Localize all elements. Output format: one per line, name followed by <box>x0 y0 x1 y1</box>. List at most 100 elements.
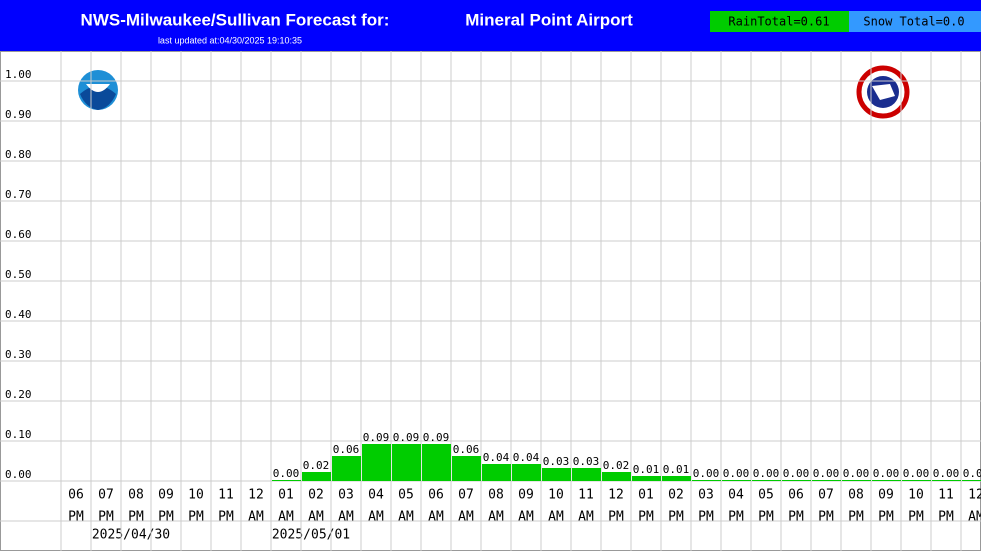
x-tick-period: PM <box>158 510 174 525</box>
x-tick-period: PM <box>938 510 954 525</box>
x-tick-label: 10 <box>548 488 564 503</box>
x-tick-period: PM <box>698 510 714 525</box>
value-label: 0.02 <box>303 459 330 472</box>
bar <box>452 456 481 481</box>
x-tick-label: 11 <box>938 488 954 503</box>
value-label: 0.04 <box>483 451 510 464</box>
bar <box>392 444 421 481</box>
nws-logo <box>856 65 910 119</box>
bar <box>542 468 571 481</box>
x-tick-label: 09 <box>878 488 894 503</box>
value-label: 0.03 <box>543 455 570 468</box>
x-tick-period: AM <box>968 510 981 525</box>
y-tick-label: 0.00 <box>5 468 32 481</box>
y-tick-label: 0.70 <box>5 188 32 201</box>
subtitle: last updated at:04/30/2025 19:10:35 <box>158 35 302 45</box>
bar <box>752 480 781 481</box>
x-tick-period: PM <box>98 510 114 525</box>
bar <box>482 464 511 481</box>
value-label: 0.00 <box>723 467 750 480</box>
y-tick-label: 0.30 <box>5 348 32 361</box>
x-tick-period: PM <box>188 510 204 525</box>
y-tick-label: 1.00 <box>5 68 32 81</box>
x-tick-label: 08 <box>848 488 864 503</box>
snow-total-box <box>849 11 981 32</box>
x-tick-period: PM <box>608 510 624 525</box>
x-tick-label: 06 <box>788 488 804 503</box>
value-label: 0.00 <box>843 467 870 480</box>
value-label: 0.00 <box>273 467 300 480</box>
value-label: 0.00 <box>933 467 960 480</box>
x-tick-period: AM <box>518 510 534 525</box>
value-label: 0.09 <box>423 431 450 444</box>
rain-total-box <box>710 11 849 32</box>
x-tick-period: PM <box>908 510 924 525</box>
bar <box>722 480 751 481</box>
x-tick-period: PM <box>728 510 744 525</box>
value-label: 0.06 <box>333 443 360 456</box>
x-tick-label: 08 <box>128 488 144 503</box>
x-tick-label: 03 <box>338 488 354 503</box>
value-label: 0.00 <box>813 467 840 480</box>
x-tick-label: 05 <box>758 488 774 503</box>
x-tick-period: PM <box>638 510 654 525</box>
x-tick-period: AM <box>248 510 264 525</box>
x-tick-label: 12 <box>248 488 264 503</box>
x-tick-period: AM <box>398 510 414 525</box>
bar <box>632 476 661 481</box>
value-label: 0.00 <box>783 467 810 480</box>
x-tick-label: 10 <box>188 488 204 503</box>
bar <box>302 472 331 481</box>
value-label: 0.02 <box>603 459 630 472</box>
bar <box>512 464 541 481</box>
x-tick-label: 08 <box>488 488 504 503</box>
value-label: 0.03 <box>573 455 600 468</box>
x-tick-period: PM <box>788 510 804 525</box>
noaa-logo <box>78 70 118 110</box>
x-tick-period: AM <box>428 510 444 525</box>
x-tick-period: AM <box>458 510 474 525</box>
bar <box>782 480 811 481</box>
value-label: 0.09 <box>393 431 420 444</box>
bar <box>932 480 961 481</box>
y-tick-label: 0.10 <box>5 428 32 441</box>
y-tick-label: 0.40 <box>5 308 32 321</box>
value-label: 0.00 <box>693 467 720 480</box>
value-label: 0.00 <box>903 467 930 480</box>
x-tick-label: 07 <box>98 488 114 503</box>
bar <box>872 480 901 481</box>
bar <box>692 480 721 481</box>
x-tick-label: 03 <box>698 488 714 503</box>
bar <box>902 480 931 481</box>
date-label: 2025/04/30 <box>92 528 170 543</box>
value-label: 0.04 <box>513 451 540 464</box>
value-label: 0.00 <box>873 467 900 480</box>
x-tick-period: PM <box>218 510 234 525</box>
value-label: 0.00 <box>963 467 981 480</box>
bar <box>962 480 981 481</box>
value-label: 0.01 <box>633 463 660 476</box>
x-tick-period: PM <box>68 510 84 525</box>
x-tick-period: AM <box>278 510 294 525</box>
x-tick-label: 01 <box>278 488 294 503</box>
date-label: 2025/05/01 <box>272 528 350 543</box>
value-label: 0.09 <box>363 431 390 444</box>
bar <box>332 456 361 481</box>
rain-total: RainTotal=0.61 <box>728 15 829 29</box>
y-tick-label: 0.90 <box>5 108 32 121</box>
value-label: 0.00 <box>753 467 780 480</box>
x-tick-label: 02 <box>308 488 324 503</box>
x-tick-period: PM <box>848 510 864 525</box>
bar <box>572 468 601 481</box>
y-tick-label: 0.20 <box>5 388 32 401</box>
x-tick-label: 10 <box>908 488 924 503</box>
x-tick-label: 07 <box>458 488 474 503</box>
bar <box>362 444 391 481</box>
bar <box>602 472 631 481</box>
x-tick-label: 04 <box>368 488 384 503</box>
x-tick-label: 09 <box>518 488 534 503</box>
y-tick-label: 0.50 <box>5 268 32 281</box>
x-tick-label: 07 <box>818 488 834 503</box>
